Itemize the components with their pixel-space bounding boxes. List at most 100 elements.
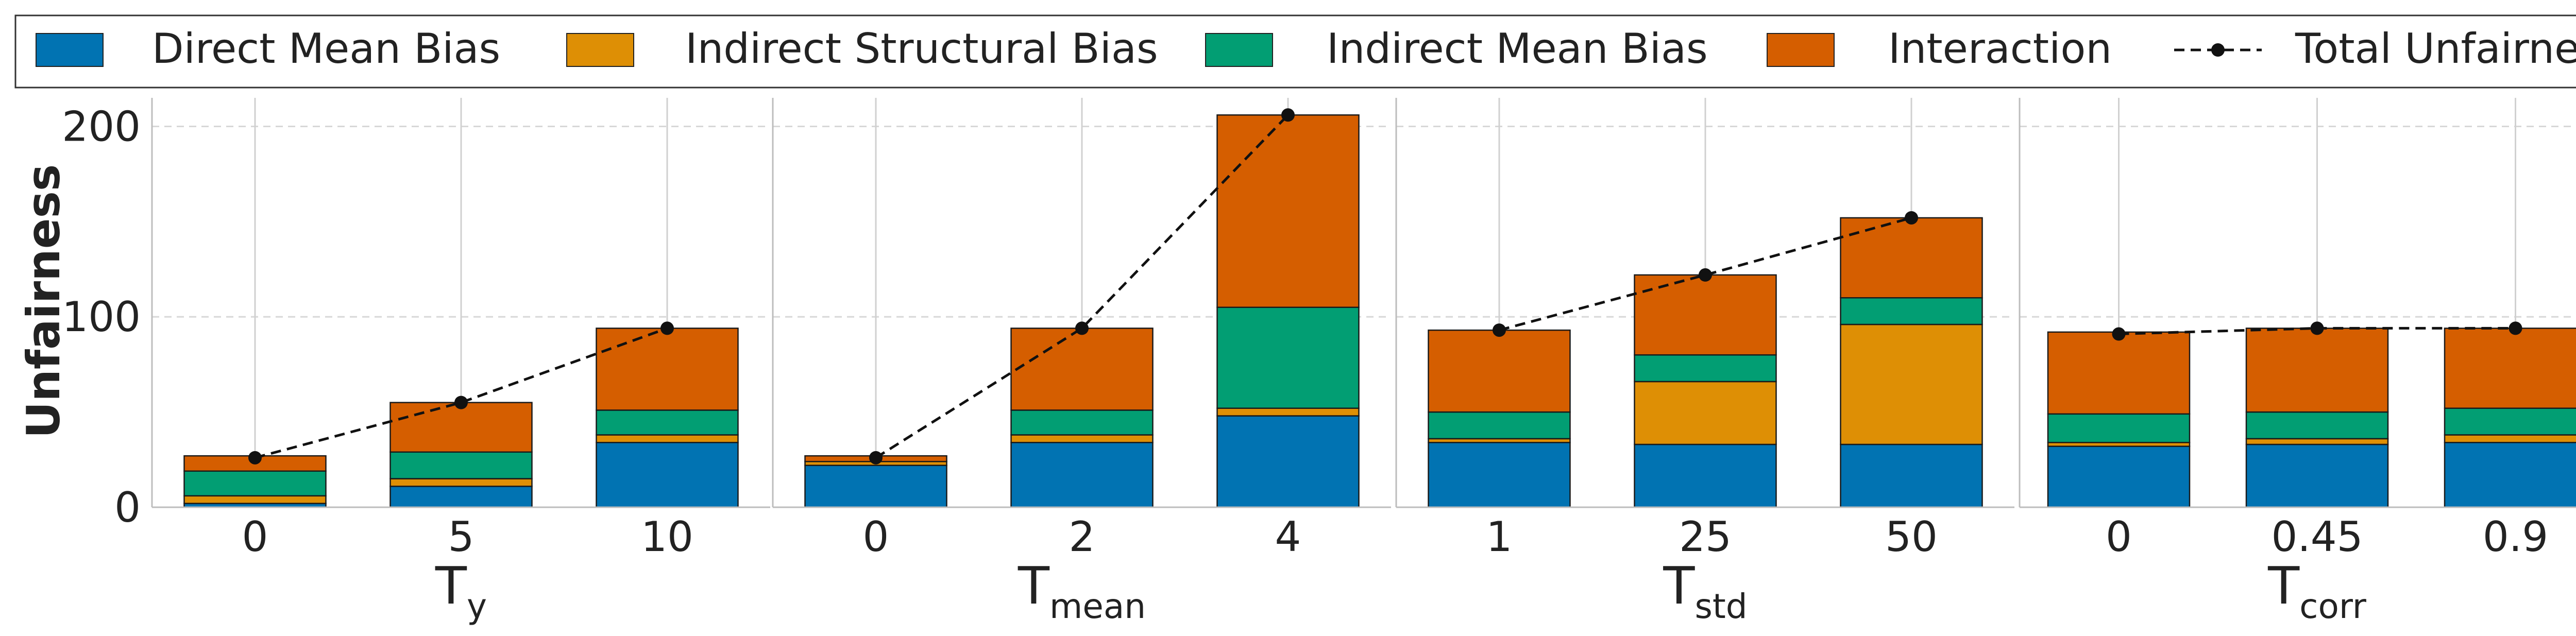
panel-4: 0 0.45 0.9 Tcorr bbox=[2019, 98, 2576, 626]
legend-item-indirect-structural-bias: Indirect Structural Bias bbox=[566, 25, 1158, 73]
x-axis-label: Tmean bbox=[1018, 556, 1146, 626]
total-unfairness-line bbox=[255, 327, 668, 459]
legend-marker-total-unfairness bbox=[2211, 43, 2225, 57]
legend-item-total-unfairness: Total Unfairness bbox=[2174, 25, 2576, 73]
x-tick-label: 10 bbox=[641, 513, 693, 561]
legend: Direct Mean Bias Indirect Structural Bia… bbox=[14, 14, 2576, 89]
bar-indirect-mean-bias-0 bbox=[2047, 413, 2191, 443]
bar-indirect-structural-bias-5 bbox=[389, 478, 533, 487]
x-tick-label: 4 bbox=[1275, 513, 1301, 561]
x-tick-label: 50 bbox=[1885, 513, 1938, 561]
bar-indirect-mean-bias-50 bbox=[1840, 297, 1983, 325]
x-axis-label-subscript: corr bbox=[2299, 587, 2367, 626]
total-unfairness-point-10 bbox=[660, 321, 674, 335]
x-axis-label-main: T bbox=[2267, 556, 2300, 616]
bar-interaction-10 bbox=[596, 328, 739, 411]
total-unfairness-point-0 bbox=[248, 451, 262, 465]
x-axis-label-main: T bbox=[1018, 556, 1050, 616]
x-tick-label: 0.45 bbox=[2271, 513, 2363, 561]
bar-direct-mean-bias-2 bbox=[1010, 442, 1154, 508]
x-axis-label-subscript: std bbox=[1694, 587, 1747, 626]
bar-indirect-structural-bias-4 bbox=[1216, 407, 1360, 417]
panels: 0 5 10 Ty 0 100 200 0 2 4 Tmean 1 25 50 Tstd 0 0.45 0.9 Tc… bbox=[62, 98, 2576, 626]
legend-label-indirect-mean-bias: Indirect Mean Bias bbox=[1327, 25, 1708, 73]
legend-label-interaction: Interaction bbox=[1888, 25, 2112, 73]
bar-interaction-4 bbox=[1216, 114, 1360, 308]
bar-direct-mean-bias-0 bbox=[804, 465, 947, 508]
x-tick-label: 5 bbox=[448, 513, 474, 561]
y-tick-label: 100 bbox=[62, 293, 141, 341]
bar-direct-mean-bias-5 bbox=[389, 486, 533, 508]
bar-indirect-structural-bias-10 bbox=[596, 434, 739, 443]
bar-indirect-structural-bias-0-9 bbox=[2444, 434, 2576, 443]
x-axis-label: Tcorr bbox=[2267, 556, 2367, 626]
total-unfairness-point-1 bbox=[1493, 323, 1506, 337]
bar-direct-mean-bias-25 bbox=[1634, 443, 1777, 508]
total-unfairness-point-50 bbox=[1905, 211, 1918, 225]
bar-direct-mean-bias-1 bbox=[1428, 442, 1571, 508]
bar-indirect-mean-bias-5 bbox=[389, 451, 533, 479]
bar-interaction-1 bbox=[1428, 329, 1571, 413]
legend-item-indirect-mean-bias: Indirect Mean Bias bbox=[1205, 25, 1708, 73]
bar-interaction-5 bbox=[389, 402, 533, 453]
legend-label-direct-mean-bias: Direct Mean Bias bbox=[152, 25, 500, 73]
x-axis-label-main: T bbox=[1663, 556, 1695, 616]
bar-indirect-structural-bias-25 bbox=[1634, 381, 1777, 445]
legend-item-interaction: Interaction bbox=[1767, 25, 2112, 73]
x-tick-label: 2 bbox=[1069, 513, 1095, 561]
total-unfairness-point-0 bbox=[2112, 327, 2126, 341]
x-axis-label: Tstd bbox=[1663, 556, 1747, 626]
x-axis-label-subscript: mean bbox=[1049, 587, 1146, 626]
x-tick-label: 0.9 bbox=[2483, 513, 2548, 561]
x-axis-label: Ty bbox=[435, 556, 487, 626]
bar-indirect-mean-bias-4 bbox=[1216, 306, 1360, 409]
panel-2: 0 2 4 Tmean bbox=[772, 98, 1391, 626]
bar-indirect-structural-bias-2 bbox=[1010, 434, 1154, 443]
total-unfairness-point-5 bbox=[454, 396, 468, 409]
y-axis-label: Unfairness bbox=[17, 164, 70, 438]
bar-indirect-mean-bias-25 bbox=[1634, 354, 1777, 383]
total-unfairness-line bbox=[1499, 216, 1912, 332]
bar-interaction-50 bbox=[1840, 217, 1983, 299]
x-tick-label: 1 bbox=[1486, 513, 1513, 561]
bar-interaction-25 bbox=[1634, 274, 1777, 356]
bar-direct-mean-bias-0 bbox=[2047, 445, 2191, 508]
x-tick-label: 25 bbox=[1679, 513, 1732, 561]
total-unfairness-point-4 bbox=[1281, 108, 1295, 122]
bar-direct-mean-bias-50 bbox=[1840, 443, 1983, 508]
bar-direct-mean-bias-4 bbox=[1216, 415, 1360, 508]
total-unfairness-point-2 bbox=[1075, 321, 1089, 335]
bar-direct-mean-bias-0-45 bbox=[2245, 443, 2389, 508]
bar-indirect-mean-bias-0-45 bbox=[2245, 411, 2389, 440]
panel-3: 1 25 50 Tstd bbox=[1395, 98, 2014, 626]
bar-indirect-structural-bias-0-45 bbox=[2245, 438, 2389, 445]
total-unfairness-point-0 bbox=[869, 451, 883, 465]
legend-swatch-indirect-structural-bias bbox=[566, 33, 634, 67]
x-axis-label-main: T bbox=[435, 556, 467, 616]
bar-indirect-mean-bias-0-9 bbox=[2444, 407, 2576, 436]
total-unfairness-point-0-45 bbox=[2310, 321, 2324, 335]
bar-interaction-0-9 bbox=[2444, 328, 2576, 409]
x-tick-label: 0 bbox=[2106, 513, 2132, 561]
y-tick-label: 0 bbox=[114, 484, 141, 531]
total-unfairness-point-0-9 bbox=[2509, 321, 2522, 335]
bar-indirect-mean-bias-2 bbox=[1010, 409, 1154, 436]
legend-item-direct-mean-bias: Direct Mean Bias bbox=[36, 25, 500, 73]
bar-indirect-structural-bias-0 bbox=[183, 495, 327, 504]
bar-interaction-2 bbox=[1010, 328, 1154, 411]
bar-direct-mean-bias-0-9 bbox=[2444, 442, 2576, 508]
legend-swatch-interaction bbox=[1767, 33, 1835, 67]
legend-frame bbox=[14, 14, 2576, 89]
legend-label-total-unfairness: Total Unfairness bbox=[2295, 25, 2576, 73]
bar-indirect-mean-bias-1 bbox=[1428, 411, 1571, 440]
legend-label-indirect-structural-bias: Indirect Structural Bias bbox=[685, 25, 1158, 73]
legend-swatch-indirect-mean-bias bbox=[1205, 33, 1273, 67]
total-unfairness-point-25 bbox=[1699, 268, 1712, 282]
y-tick-label: 200 bbox=[62, 102, 141, 150]
x-tick-label: 0 bbox=[863, 513, 889, 561]
bar-indirect-mean-bias-10 bbox=[596, 409, 739, 436]
bar-interaction-0 bbox=[2047, 331, 2191, 415]
legend-swatch-direct-mean-bias bbox=[36, 33, 104, 67]
x-tick-label: 0 bbox=[242, 513, 268, 561]
bar-indirect-mean-bias-0 bbox=[183, 470, 327, 497]
